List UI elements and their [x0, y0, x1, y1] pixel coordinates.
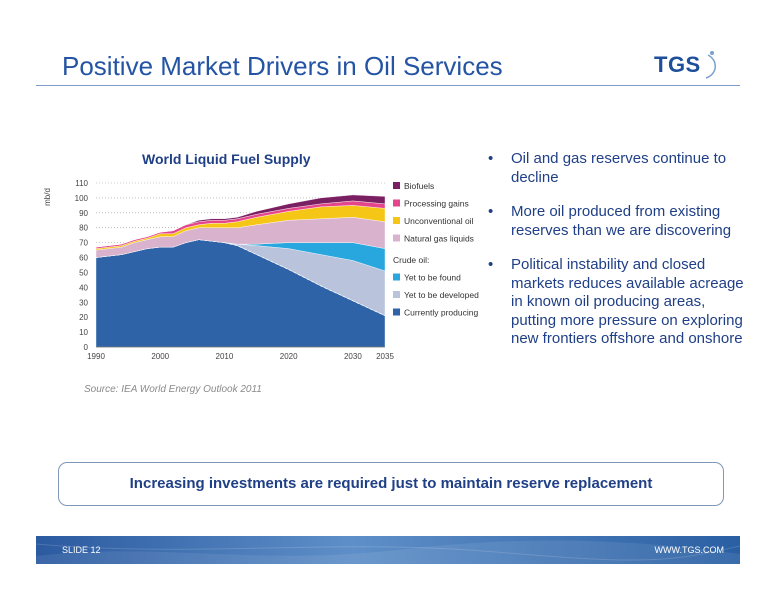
- chart-areas: [95, 194, 386, 348]
- bullet-list: • Oil and gas reserves continue to declin…: [486, 150, 746, 365]
- legend-label: Natural gas liquids: [404, 234, 474, 244]
- y-tick-label: 60: [79, 254, 88, 263]
- bullet-text: More oil produced from existing reserves…: [511, 203, 732, 239]
- legend-label: Unconventional oil: [404, 216, 474, 226]
- legend-swatch: [393, 291, 400, 298]
- callout-text: Increasing investments are required just…: [129, 475, 653, 492]
- footer-bar: SLIDE 12 WWW.TGS.COM: [36, 536, 740, 564]
- legend-swatch: [393, 308, 400, 316]
- slide-title: Positive Market Drivers in Oil Services: [62, 51, 503, 81]
- x-tick-label: 1990: [87, 352, 105, 361]
- x-tick-label: 2000: [151, 352, 169, 361]
- y-axis-label: mb/d: [43, 188, 52, 206]
- area-biofuels: [95, 194, 386, 248]
- y-tick-label: 40: [79, 283, 88, 292]
- legend-swatch: [393, 273, 400, 281]
- legend-label: Crude oil:: [393, 255, 429, 265]
- x-tick-label: 2030: [344, 352, 362, 361]
- logo-text: TGS: [654, 52, 701, 77]
- legend-label: Yet to be developed: [404, 290, 479, 300]
- bullet-item: • Political instability and closed market…: [486, 256, 746, 349]
- chart-legend: Biofuels Processing gains Unconventional o…: [393, 181, 479, 318]
- y-tick-label: 20: [79, 313, 88, 322]
- y-tick-label: 100: [75, 194, 89, 203]
- x-tick-label: 2020: [280, 352, 298, 361]
- legend-label: Currently producing: [404, 308, 478, 318]
- y-tick-label: 10: [79, 328, 88, 337]
- callout-box: Increasing investments are required just…: [58, 462, 724, 506]
- legend-label: Biofuels: [404, 181, 434, 191]
- legend-swatch: [393, 182, 400, 189]
- legend-label: Processing gains: [404, 199, 469, 209]
- legend-label: Yet to be found: [404, 273, 461, 283]
- y-tick-label: 0: [84, 343, 89, 352]
- tgs-logo: TGS: [654, 44, 734, 84]
- bullet-dot-icon: •: [488, 256, 494, 273]
- website-link[interactable]: WWW.TGS.COM: [654, 545, 725, 555]
- y-tick-label: 30: [79, 298, 88, 307]
- bullet-item: • Oil and gas reserves continue to declin…: [486, 150, 746, 187]
- title-divider: [36, 85, 740, 86]
- y-tick-label: 110: [75, 179, 88, 188]
- legend-swatch: [393, 217, 400, 224]
- y-tick-label: 50: [79, 268, 88, 277]
- bullet-dot-icon: •: [488, 203, 494, 220]
- bullet-item: • More oil produced from existing reserve…: [486, 203, 746, 240]
- bullet-text: Oil and gas reserves continue to decline: [511, 150, 727, 186]
- x-tick-label: 2010: [216, 352, 234, 361]
- decline-boundary-line: [224, 242, 386, 317]
- bullet-text: Political instability and closed markets…: [511, 256, 744, 347]
- y-tick-label: 70: [79, 239, 88, 248]
- source-note: Source: IEA World Energy Outlook 2011: [84, 384, 262, 395]
- bullet-dot-icon: •: [488, 150, 494, 167]
- legend-swatch: [393, 199, 400, 207]
- slide-number: SLIDE 12: [62, 545, 101, 555]
- y-tick-label: 80: [79, 224, 88, 233]
- legend-swatch: [393, 234, 400, 242]
- chart-title: World Liquid Fuel Supply: [142, 151, 311, 167]
- x-tick-label: 2035: [376, 352, 394, 361]
- footer-wave-decoration: [36, 540, 740, 564]
- logo-swirl-icon: [705, 51, 716, 79]
- y-tick-label: 90: [79, 209, 88, 218]
